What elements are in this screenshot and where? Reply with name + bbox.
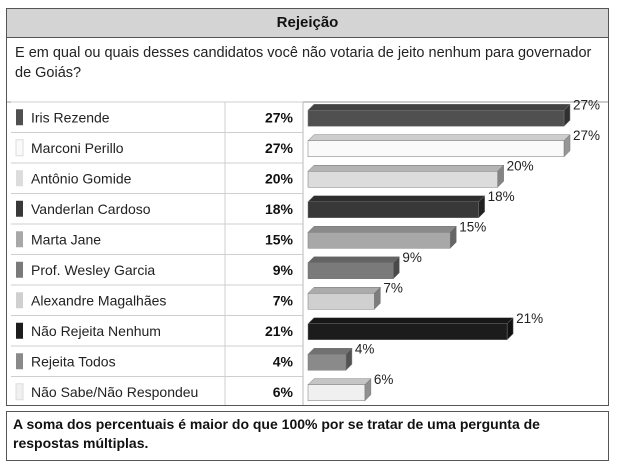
bar xyxy=(307,134,571,158)
bar xyxy=(307,347,353,371)
category-label: Não Rejeita Nenhum xyxy=(31,323,161,339)
bar xyxy=(307,195,486,219)
chart-row: Alexandre Magalhães 7% 7% xyxy=(16,280,403,310)
table-percent-label: 18% xyxy=(265,201,294,217)
category-label: Não Sabe/Não Respondeu xyxy=(31,384,198,400)
table-percent-label: 21% xyxy=(265,323,294,339)
row-color-marker xyxy=(16,109,23,126)
bar xyxy=(307,164,505,188)
footnote: A soma dos percentuais é maior do que 10… xyxy=(6,411,609,461)
category-label: Iris Rezende xyxy=(31,109,110,125)
row-color-marker xyxy=(15,383,24,401)
bar xyxy=(307,225,457,249)
bar xyxy=(307,378,372,402)
table-percent-label: 6% xyxy=(273,384,294,400)
table-percent-label: 27% xyxy=(265,140,294,156)
row-color-marker xyxy=(16,353,23,370)
bar-value-label: 15% xyxy=(459,219,486,234)
chart-row: Não Rejeita Nenhum 21% 21% xyxy=(16,311,543,341)
category-label: Alexandre Magalhães xyxy=(31,292,166,308)
bar-value-label: 21% xyxy=(516,311,543,326)
rejection-bar-chart: Iris Rezende 27% 27% Marconi Perillo 27% 27% A… xyxy=(7,97,608,405)
row-color-marker xyxy=(16,292,23,309)
bar-value-label: 4% xyxy=(355,341,375,356)
category-label: Marconi Perillo xyxy=(31,140,124,156)
bar-value-label: 27% xyxy=(573,97,600,112)
panel-title: Rejeição xyxy=(7,9,608,38)
chart-row: Rejeita Todos 4% 4% xyxy=(16,341,375,371)
chart-row: Iris Rezende 27% 27% xyxy=(16,97,600,127)
chart-row: Antônio Gomide 20% 20% xyxy=(16,158,534,188)
table-percent-label: 4% xyxy=(273,353,294,369)
category-label: Prof. Wesley Garcia xyxy=(31,262,155,278)
bar xyxy=(307,256,400,280)
row-color-marker xyxy=(16,231,23,248)
bar-value-label: 9% xyxy=(402,250,422,265)
category-label: Vanderlan Cardoso xyxy=(31,201,151,217)
row-color-marker xyxy=(15,139,24,157)
bar xyxy=(307,103,571,127)
table-percent-label: 20% xyxy=(265,170,294,186)
table-percent-label: 7% xyxy=(273,292,294,308)
chart-row: Vanderlan Cardoso 18% 18% xyxy=(16,189,515,219)
category-label: Marta Jane xyxy=(31,231,101,247)
row-color-marker xyxy=(16,322,23,339)
rejection-panel: Rejeição E em qual ou quais desses candi… xyxy=(6,8,609,406)
bar-value-label: 18% xyxy=(488,189,515,204)
chart-row: Não Sabe/Não Respondeu 6% 6% xyxy=(15,372,394,402)
bar-value-label: 20% xyxy=(507,158,534,173)
table-percent-label: 27% xyxy=(265,109,294,125)
row-color-marker xyxy=(16,200,23,217)
bar-value-label: 6% xyxy=(374,372,394,387)
chart-row: Marconi Perillo 27% 27% xyxy=(15,128,600,158)
survey-question: E em qual ou quais desses candidatos voc… xyxy=(15,45,592,81)
bar-value-label: 27% xyxy=(573,128,600,143)
category-label: Rejeita Todos xyxy=(31,353,116,369)
category-label: Antônio Gomide xyxy=(31,170,132,186)
chart-row: Prof. Wesley Garcia 9% 9% xyxy=(16,250,422,280)
bar xyxy=(307,317,514,341)
row-color-marker xyxy=(16,170,23,187)
bar-value-label: 7% xyxy=(383,280,403,295)
table-percent-label: 9% xyxy=(273,262,294,278)
chart-row: Marta Jane 15% 15% xyxy=(16,219,486,249)
row-color-marker xyxy=(16,261,23,278)
table-percent-label: 15% xyxy=(265,231,294,247)
bar xyxy=(307,286,381,310)
